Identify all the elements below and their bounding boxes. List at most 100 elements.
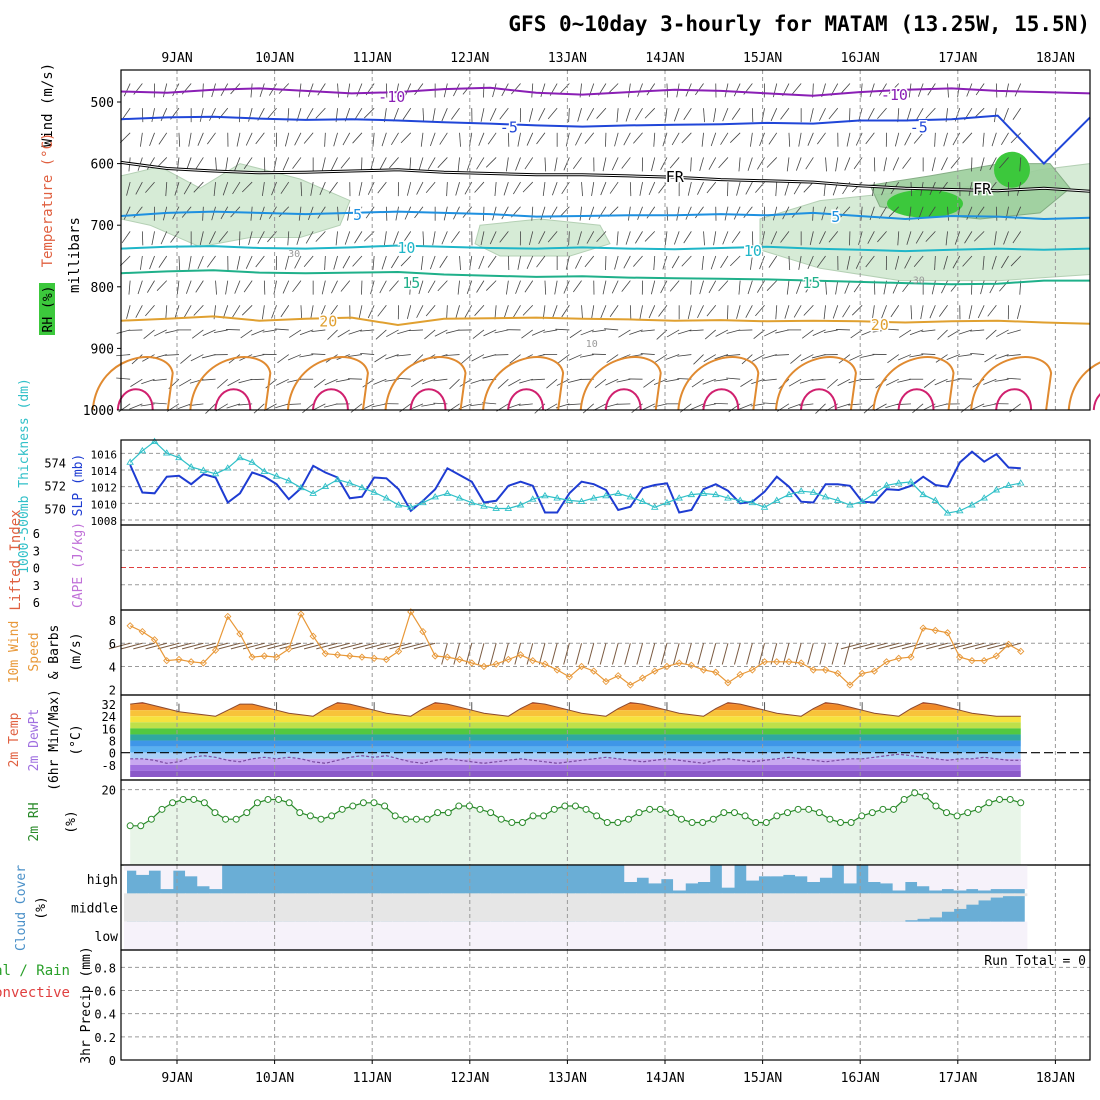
cloud-gap-low (197, 921, 210, 950)
wind-barb (602, 157, 607, 172)
wind-barb (708, 280, 717, 294)
barb-10m (377, 642, 399, 650)
wind-barb (957, 83, 961, 98)
wind-barb (222, 181, 229, 196)
isotherm-line-25 (677, 356, 760, 411)
wind-barb (966, 206, 973, 220)
barb-10m (840, 642, 863, 650)
thickness-point (577, 497, 586, 504)
wind-barb (156, 157, 168, 168)
wind-barb (609, 181, 619, 194)
wind-barb (1003, 231, 1009, 245)
cloud-gap-high (795, 865, 808, 877)
cloud-gap-high (868, 865, 881, 882)
wind-barb (687, 305, 692, 320)
wind-barb (577, 231, 582, 245)
wind-barb (422, 231, 425, 246)
wind-barb (634, 231, 643, 244)
wind-barb (811, 354, 826, 359)
cloud-gap-low (380, 921, 393, 950)
wind-barb (860, 83, 863, 98)
wind-barb (437, 280, 448, 292)
wind-barb (459, 255, 461, 270)
cloud-gap-low (831, 921, 845, 950)
wind-barb (499, 231, 509, 243)
cloud-gap-middle (270, 893, 284, 922)
wind-barb (970, 329, 985, 332)
wind-barb (165, 182, 168, 197)
wind-barb (763, 354, 777, 359)
y-tick-label-right: 1016 (91, 448, 118, 461)
wind-barb (240, 329, 253, 339)
cloud-gap-middle (807, 893, 820, 922)
wind-barb (904, 255, 912, 269)
cloud-gap-low (331, 921, 345, 950)
wind-barb (248, 108, 253, 122)
wind-barb (321, 157, 326, 172)
wind-barb (396, 377, 411, 380)
cloud-gap-low (612, 921, 625, 950)
rh-shade (474, 218, 611, 257)
y-tick-label: 6 (109, 637, 116, 651)
wind-barb (236, 255, 241, 270)
y-tick-label: 1000 (83, 404, 114, 419)
cloud-gap-middle (282, 893, 296, 922)
wind-barb (536, 255, 546, 268)
wind-barb (324, 378, 338, 386)
cloud-gap-middle (856, 893, 869, 922)
wind-barb (851, 304, 863, 316)
axis-label-speed: Speed (27, 632, 42, 671)
cloud-gap-low (965, 921, 979, 950)
wind-barb (470, 378, 485, 384)
y-tick-label: 0.8 (94, 961, 116, 975)
wind-barb (482, 354, 497, 359)
wind-barb (402, 231, 412, 244)
wind-barb (756, 157, 765, 170)
panel-slp-thickness: 570 572 574 1008 1010 1012 1014 1016 1000-500mb … (17, 378, 1091, 574)
cloud-gap-low (429, 921, 442, 950)
wind-barb (909, 329, 924, 336)
wind-speed-point (760, 658, 769, 666)
cloud-gap-middle (648, 893, 662, 922)
cloud-gap-high (648, 865, 662, 884)
wind-barb (654, 354, 668, 363)
wind-barb (596, 107, 607, 119)
wind-barb (575, 255, 582, 269)
barb-10m (587, 643, 595, 665)
thickness-point (467, 498, 476, 506)
wind-barb (205, 403, 216, 414)
wind-barb (135, 305, 143, 318)
barb-10m (794, 643, 802, 665)
wind-barb (628, 206, 631, 221)
wind-barb (215, 280, 217, 295)
wind-barb (772, 206, 778, 221)
barb-10m (782, 643, 790, 665)
wind-barb (791, 83, 802, 95)
wind-speed-point (602, 677, 610, 686)
y-tick-label: 0 (109, 747, 116, 761)
wind-barb (507, 403, 521, 409)
wind-barb (825, 157, 827, 172)
wind-barb (788, 255, 791, 271)
wind-barb (799, 378, 814, 384)
rh2m-point (158, 805, 166, 813)
thickness-point (248, 458, 256, 465)
rh-shade (120, 163, 351, 248)
thickness-point (333, 475, 342, 483)
cloud-gap-middle (172, 893, 186, 922)
rh2m-point (465, 802, 473, 810)
cloud-gap-low (526, 921, 540, 950)
top-date-label: 16JAN (841, 51, 880, 66)
cloud-gap-high (209, 865, 223, 890)
wind-barb (119, 132, 131, 143)
wind-barb (255, 132, 265, 145)
top-date-label: 15JAN (743, 51, 782, 66)
cloud-gap-low (148, 921, 162, 950)
wind-barb (443, 83, 448, 98)
wind-barb (714, 378, 729, 382)
wind-speed-point (834, 669, 842, 678)
wind-barb (531, 206, 534, 221)
thickness-point (419, 498, 427, 506)
wind-barb (888, 206, 900, 218)
wind-barb (958, 329, 973, 335)
